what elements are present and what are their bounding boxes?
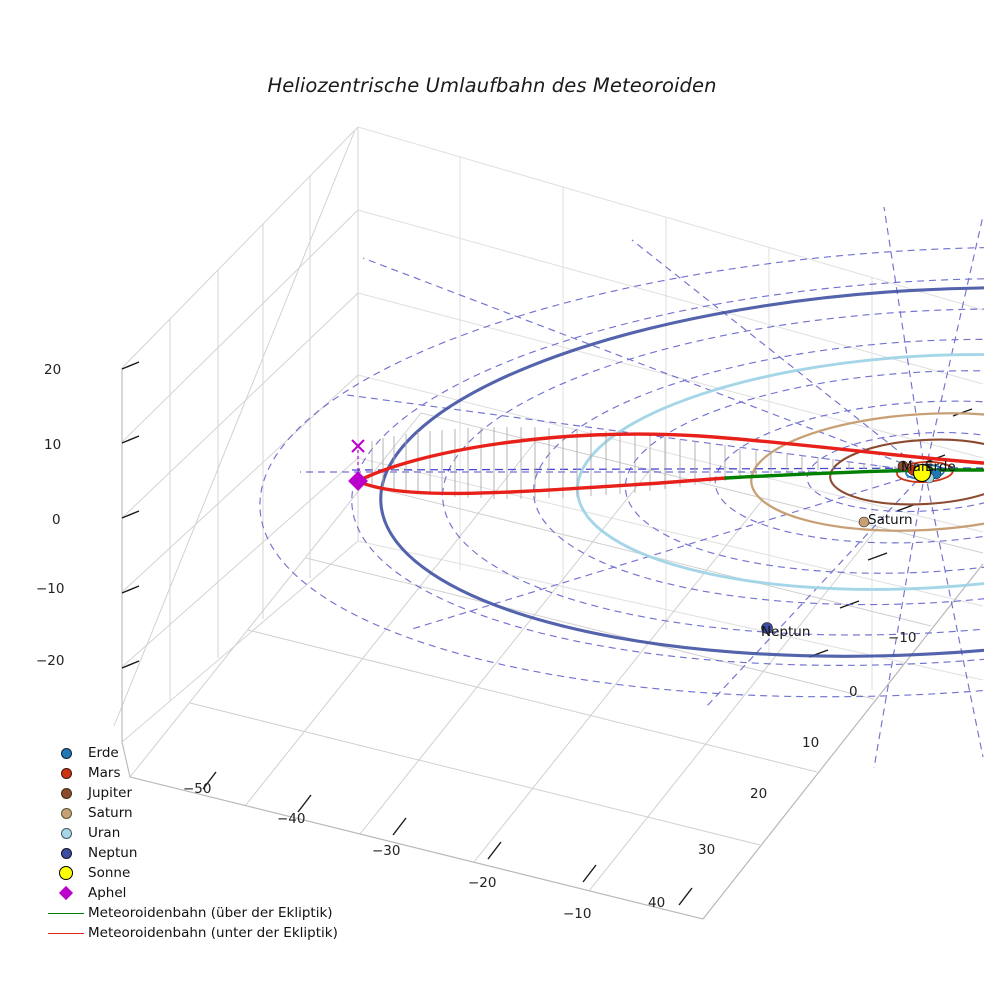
- legend-label: Erde: [88, 745, 119, 761]
- legend-label: Saturn: [88, 805, 133, 821]
- legend: Erde Mars Jupiter Saturn Uran Neptun Son…: [44, 743, 338, 943]
- orbit-saturn: [750, 412, 984, 532]
- jupiter-marker-icon: [44, 787, 88, 799]
- z-tick-label: 20: [44, 362, 62, 378]
- y-axis-ticks: [808, 408, 973, 658]
- legend-item-meteoroid-below[interactable]: Meteoroidenbahn (unter der Ekliptik): [44, 923, 338, 943]
- legend-label: Uran: [88, 825, 121, 841]
- grid-back-wall: [357, 126, 984, 690]
- x-tick-label: −50: [183, 781, 212, 797]
- mars-marker-icon: [44, 767, 88, 779]
- legend-item-jupiter[interactable]: Jupiter: [44, 783, 338, 803]
- z-tick-label: 0: [52, 512, 61, 528]
- z-axis-ticks: [121, 361, 140, 669]
- aphel-group: [348, 439, 368, 491]
- legend-item-meteoroid-above[interactable]: Meteoroidenbahn (über der Ekliptik): [44, 903, 338, 923]
- x-tick-label: −20: [468, 875, 497, 891]
- ecliptic-reference-line: [351, 467, 984, 471]
- mars-label: Mars: [901, 459, 934, 475]
- axis-spines: [121, 368, 984, 920]
- legend-item-sonne[interactable]: Sonne: [44, 863, 338, 883]
- marker-jupiter: [897, 460, 909, 472]
- y-tick-label: 0: [849, 684, 858, 700]
- orbit-uran: [576, 353, 984, 591]
- y-tick-label: 30: [698, 842, 716, 858]
- erde-marker-icon: [44, 747, 88, 759]
- legend-item-uran[interactable]: Uran: [44, 823, 338, 843]
- marker-sonne: [912, 463, 932, 483]
- orbit-neptun: [379, 286, 984, 658]
- x-tick-label: −30: [372, 843, 401, 859]
- z-tick-label: −20: [36, 653, 65, 669]
- neptun-label: Neptun: [761, 624, 811, 640]
- y-tick-label: 20: [750, 786, 768, 802]
- legend-label: Mars: [88, 765, 121, 781]
- uran-marker-icon: [44, 827, 88, 839]
- z-tick-label: 10: [44, 437, 62, 453]
- legend-label: Neptun: [88, 845, 138, 861]
- legend-item-neptun[interactable]: Neptun: [44, 843, 338, 863]
- legend-label: Meteoroidenbahn (über der Ekliptik): [88, 905, 333, 921]
- green-line-icon: [44, 912, 88, 914]
- planet-orbits: [379, 286, 984, 658]
- legend-item-aphel[interactable]: Aphel: [44, 883, 338, 903]
- pane-back-left: [113, 129, 356, 727]
- aphel-marker: [348, 471, 368, 491]
- erde-label: Erde: [925, 459, 956, 475]
- legend-label: Aphel: [88, 885, 127, 901]
- red-line-icon: [44, 932, 88, 934]
- sonne-marker-icon: [44, 866, 88, 880]
- aphel-marker-icon: [44, 885, 88, 901]
- legend-item-saturn[interactable]: Saturn: [44, 803, 338, 823]
- x-tick-label: −10: [563, 906, 592, 922]
- y-tick-label: 40: [648, 895, 666, 911]
- legend-label: Sonne: [88, 865, 131, 881]
- legend-item-erde[interactable]: Erde: [44, 743, 338, 763]
- meteoroid-orbit-above-ecliptic: [724, 468, 984, 480]
- marker-saturn: [858, 516, 870, 528]
- x-axis-ticks: [202, 771, 693, 906]
- saturn-label: Saturn: [868, 512, 913, 528]
- grid-left-wall: [121, 126, 359, 743]
- legend-label: Meteoroidenbahn (unter der Ekliptik): [88, 925, 338, 941]
- body-markers: [761, 460, 942, 634]
- aphel-projection-x-icon: [351, 439, 365, 453]
- x-tick-label: −40: [277, 811, 306, 827]
- saturn-marker-icon: [44, 807, 88, 819]
- y-tick-label: −10: [888, 630, 917, 646]
- z-tick-label: −10: [36, 581, 65, 597]
- legend-label: Jupiter: [88, 785, 133, 801]
- page-title: Heliozentrische Umlaufbahn des Meteoroid…: [267, 74, 717, 97]
- neptun-marker-icon: [44, 847, 88, 859]
- y-tick-label: 10: [802, 735, 820, 751]
- orbit-stems: [371, 427, 896, 499]
- legend-item-mars[interactable]: Mars: [44, 763, 338, 783]
- meteoroid-orbit-below-ecliptic: [356, 432, 984, 496]
- orbit-jupiter: [829, 438, 984, 506]
- marker-neptun: [761, 622, 773, 634]
